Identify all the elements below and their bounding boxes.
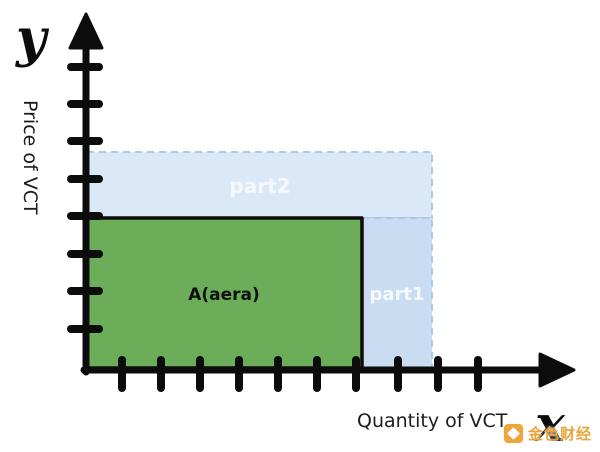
x-axis-title: Quantity of VCT — [357, 410, 508, 432]
x-axis-ticks — [118, 356, 482, 392]
gold-coin-icon — [503, 424, 523, 443]
watermark: 金色财经 — [503, 423, 592, 444]
x-axis-symbol: x — [534, 394, 566, 452]
area-A-region — [85, 216, 364, 370]
area-A-label: A(aera) — [188, 285, 260, 305]
part2-region — [86, 151, 433, 219]
x-axis-arrowhead — [538, 352, 576, 388]
part2-label: part2 — [229, 174, 290, 198]
y-axis-arrowhead — [68, 12, 104, 50]
part1-label: part1 — [369, 284, 424, 305]
y-axis-title: Price of VCT — [19, 100, 41, 215]
watermark-text: 金色财经 — [527, 425, 592, 443]
part1-region — [361, 217, 433, 369]
y-axis-symbol: y — [15, 8, 50, 69]
y-axis-ticks — [67, 63, 103, 333]
